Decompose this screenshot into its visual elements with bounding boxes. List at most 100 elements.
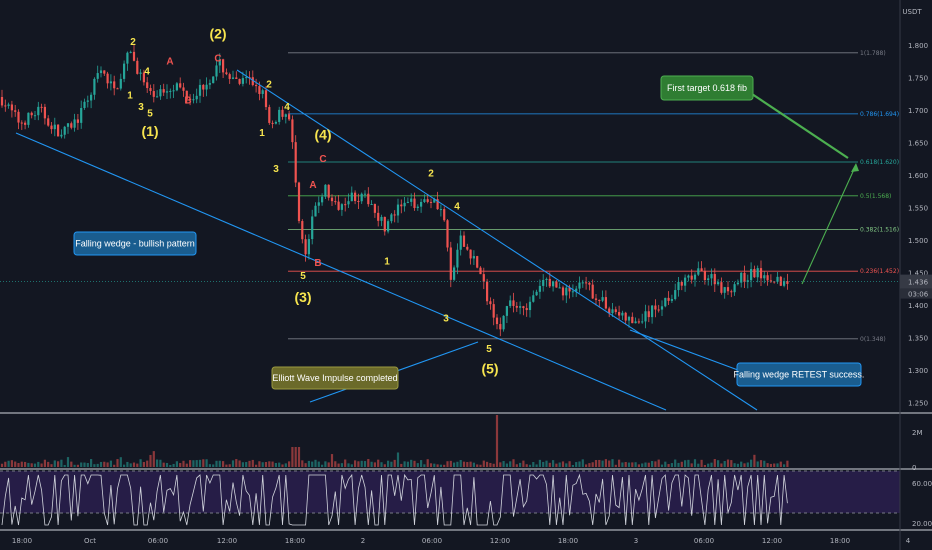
callout-first-target-text: First target 0.618 fib bbox=[667, 83, 747, 93]
elliott-wave-label: (4) bbox=[314, 126, 331, 142]
candle-body bbox=[618, 312, 621, 316]
candle-body bbox=[17, 111, 20, 123]
candle-body bbox=[225, 72, 228, 75]
elliott-wave-label: (2) bbox=[209, 26, 226, 42]
volume-bar bbox=[647, 462, 650, 467]
candle-body bbox=[255, 85, 258, 87]
x-tick-label: 12:00 bbox=[217, 537, 237, 545]
volume-bar bbox=[400, 463, 403, 467]
volume-bar bbox=[297, 447, 301, 467]
volume-bar bbox=[317, 461, 320, 467]
callout-first-target-box bbox=[660, 75, 754, 101]
candle-body bbox=[393, 214, 396, 216]
volume-bar bbox=[373, 462, 376, 467]
fib-level-label: 0.236(1.452) bbox=[860, 268, 899, 275]
volume-bar bbox=[215, 460, 218, 467]
volume-bar bbox=[43, 459, 46, 467]
elliott-wave-label: 4 bbox=[454, 201, 460, 212]
volume-bar bbox=[132, 462, 136, 467]
candle-body bbox=[57, 124, 60, 137]
volume-bar bbox=[667, 464, 670, 467]
volume-bar bbox=[568, 461, 571, 467]
candle-body bbox=[406, 201, 409, 203]
volume-bar bbox=[476, 464, 479, 467]
candle-body bbox=[565, 287, 568, 296]
candle-body bbox=[73, 119, 76, 128]
volume-bar bbox=[334, 461, 337, 467]
candle-body bbox=[707, 278, 710, 281]
candle-body bbox=[512, 300, 515, 306]
volume-bar bbox=[756, 461, 759, 467]
volume-bar bbox=[707, 463, 710, 467]
candle-body bbox=[139, 72, 142, 74]
volume-bar bbox=[24, 461, 27, 467]
volume-bar bbox=[218, 460, 221, 467]
elliott-wave-label: 4 bbox=[284, 102, 290, 113]
volume-bar bbox=[750, 459, 753, 467]
volume-bar bbox=[17, 463, 20, 467]
candle-body bbox=[27, 112, 30, 125]
candle-body bbox=[142, 72, 145, 83]
candle-body bbox=[429, 201, 433, 203]
candle-body bbox=[538, 285, 541, 292]
volume-bar bbox=[225, 464, 228, 467]
volume-bar bbox=[192, 460, 195, 467]
volume-bar bbox=[446, 461, 449, 467]
candle-body bbox=[175, 83, 178, 91]
candle-body bbox=[218, 59, 221, 66]
candle-body bbox=[192, 99, 195, 101]
candle-body bbox=[489, 301, 492, 305]
volume-bar bbox=[486, 461, 489, 467]
volume-bar bbox=[195, 460, 198, 467]
volume-bar bbox=[627, 462, 631, 467]
candle-body bbox=[146, 82, 149, 89]
volume-bar bbox=[175, 461, 178, 467]
volume-bar bbox=[677, 462, 680, 467]
volume-bar bbox=[360, 460, 363, 467]
candle-body bbox=[162, 89, 165, 93]
volume-bar bbox=[684, 460, 687, 467]
candle-body bbox=[294, 142, 297, 183]
volume-bar bbox=[429, 463, 433, 467]
volume-bar bbox=[624, 462, 627, 467]
volume-bar bbox=[453, 462, 456, 467]
volume-bar bbox=[370, 461, 373, 467]
candle-body bbox=[304, 239, 307, 255]
candle-body bbox=[344, 204, 347, 206]
candle-body bbox=[80, 108, 83, 123]
candle-body bbox=[446, 220, 449, 248]
candle-body bbox=[350, 192, 353, 202]
volume-bar bbox=[594, 459, 598, 467]
candle-body bbox=[123, 63, 126, 79]
candle-body bbox=[43, 106, 46, 119]
volume-bar bbox=[10, 460, 13, 467]
candle-body bbox=[185, 90, 188, 99]
volume-bar bbox=[228, 464, 231, 467]
y-tick-label: 1.750 bbox=[908, 75, 928, 83]
candle-body bbox=[651, 305, 654, 318]
volume-bar bbox=[169, 464, 172, 467]
candle-body bbox=[591, 284, 594, 299]
countdown-label: 03:06 bbox=[908, 291, 929, 299]
volume-bar bbox=[162, 462, 165, 467]
candle-body bbox=[594, 298, 598, 300]
rsi-band bbox=[0, 471, 900, 513]
volume-bar bbox=[238, 460, 241, 467]
candle-body bbox=[363, 193, 367, 195]
candle-body bbox=[271, 122, 274, 124]
candle-body bbox=[20, 122, 23, 124]
x-tick-label: 06:00 bbox=[694, 537, 714, 545]
volume-bar bbox=[284, 463, 287, 467]
elliott-wave-label: 2 bbox=[130, 37, 136, 48]
candle-body bbox=[261, 90, 264, 94]
volume-bar bbox=[502, 461, 505, 467]
candle-body bbox=[383, 216, 386, 232]
elliott-wave-label: (1) bbox=[141, 123, 158, 139]
candle-body bbox=[502, 315, 505, 330]
elliott-wave-label: C bbox=[214, 53, 221, 64]
candle-body bbox=[726, 287, 730, 292]
volume-bar bbox=[410, 459, 413, 467]
candle-body bbox=[535, 291, 538, 296]
